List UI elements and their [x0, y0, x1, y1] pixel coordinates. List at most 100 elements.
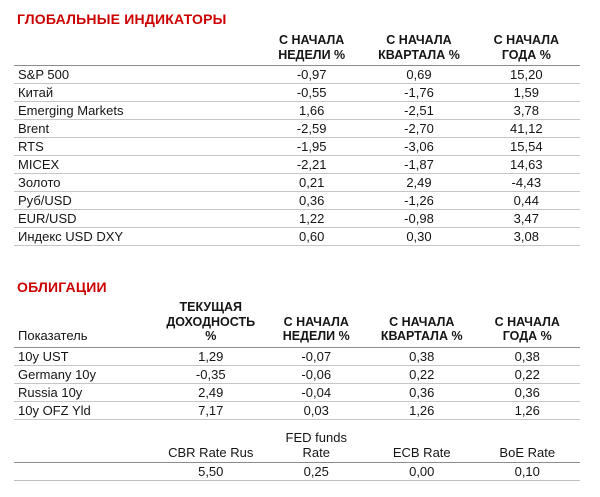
bonds-header-row: Показатель ТЕКУЩАЯ ДОХОДНОСТЬ % С НАЧАЛА…: [14, 300, 580, 348]
global-indicators-header-row: С НАЧАЛА НЕДЕЛИ % С НАЧАЛА КВАРТАЛА % С …: [14, 33, 580, 66]
bond-value: 0,03: [263, 401, 369, 420]
bond-value: 0,36: [369, 383, 475, 402]
indicator-label: Руб/USD: [14, 191, 258, 210]
table-row: Золото 0,21 2,49 -4,43: [14, 173, 580, 192]
indicator-label: Индекс USD DXY: [14, 227, 258, 246]
table-row: EUR/USD 1,22 -0,98 3,47: [14, 209, 580, 228]
indicator-value: 0,44: [472, 191, 580, 210]
table-row: MICEX -2,21 -1,87 14,63: [14, 155, 580, 174]
indicator-value: -2,70: [365, 119, 473, 138]
global-indicators-table: С НАЧАЛА НЕДЕЛИ % С НАЧАЛА КВАРТАЛА % С …: [14, 33, 580, 246]
column-header-year: С НАЧАЛА ГОДА %: [472, 33, 580, 66]
table-row: Индекс USD DXY 0,60 0,30 3,08: [14, 227, 580, 246]
bond-value: 2,49: [158, 383, 264, 402]
rate-spacer: [14, 462, 158, 481]
rates-header-row: CBR Rate Rus FED funds Rate ECB Rate BoE…: [14, 429, 580, 463]
column-header-ecb-rate: ECB Rate: [369, 429, 475, 463]
bond-value: -0,06: [263, 365, 369, 384]
bond-value: 1,29: [158, 347, 264, 366]
indicator-label: Золото: [14, 173, 258, 192]
table-row: RTS -1,95 -3,06 15,54: [14, 137, 580, 156]
column-header-week: С НАЧАЛА НЕДЕЛИ %: [258, 33, 366, 66]
column-header-cbr-rate: CBR Rate Rus: [158, 429, 264, 463]
indicator-value: 0,60: [258, 227, 366, 246]
indicator-value: 41,12: [472, 119, 580, 138]
indicator-value: -2,21: [258, 155, 366, 174]
indicator-value: 0,30: [365, 227, 473, 246]
indicator-value: -2,59: [258, 119, 366, 138]
indicator-value: -1,26: [365, 191, 473, 210]
table-row: Russia 10y 2,49 -0,04 0,36 0,36: [14, 383, 580, 402]
table-row: Germany 10y -0,35 -0,06 0,22 0,22: [14, 365, 580, 384]
indicator-value: 14,63: [472, 155, 580, 174]
indicator-value: -1,76: [365, 83, 473, 102]
column-header-quarter: С НАЧАЛА КВАРТАЛА %: [365, 33, 473, 66]
bond-label: Germany 10y: [14, 365, 158, 384]
table-row: 10y UST 1,29 -0,07 0,38 0,38: [14, 347, 580, 366]
indicator-value: -0,98: [365, 209, 473, 228]
table-row: Emerging Markets 1,66 -2,51 3,78: [14, 101, 580, 120]
bond-label: Russia 10y: [14, 383, 158, 402]
bond-value: 0,38: [474, 347, 580, 366]
indicator-value: -4,43: [472, 173, 580, 192]
column-header-year: С НАЧАЛА ГОДА %: [474, 300, 580, 348]
column-header-current-yield: ТЕКУЩАЯ ДОХОДНОСТЬ %: [158, 300, 264, 348]
indicator-label: Brent: [14, 119, 258, 138]
bond-value: 1,26: [474, 401, 580, 420]
bonds-table: Показатель ТЕКУЩАЯ ДОХОДНОСТЬ % С НАЧАЛА…: [14, 300, 580, 420]
indicator-value: -1,95: [258, 137, 366, 156]
rate-value: 0,25: [263, 462, 369, 481]
header-spacer: [14, 429, 158, 463]
bond-label: 10y UST: [14, 347, 158, 366]
indicator-value: 15,54: [472, 137, 580, 156]
central-bank-rates-table: CBR Rate Rus FED funds Rate ECB Rate BoE…: [14, 429, 580, 481]
indicator-value: 3,08: [472, 227, 580, 246]
bond-label: 10y OFZ Yld: [14, 401, 158, 420]
table-row: Brent -2,59 -2,70 41,12: [14, 119, 580, 138]
indicator-value: -1,87: [365, 155, 473, 174]
indicator-label: EUR/USD: [14, 209, 258, 228]
indicator-value: 3,47: [472, 209, 580, 228]
indicator-value: 0,36: [258, 191, 366, 210]
indicator-label: S&P 500: [14, 65, 258, 84]
rate-value: 0,10: [474, 462, 580, 481]
bond-value: 0,36: [474, 383, 580, 402]
indicator-value: -3,06: [365, 137, 473, 156]
indicator-label: Emerging Markets: [14, 101, 258, 120]
indicator-label: MICEX: [14, 155, 258, 174]
indicator-value: 15,20: [472, 65, 580, 84]
table-row: Китай -0,55 -1,76 1,59: [14, 83, 580, 102]
indicator-label: RTS: [14, 137, 258, 156]
bond-value: 0,38: [369, 347, 475, 366]
indicator-value: 1,22: [258, 209, 366, 228]
table-row: 10y OFZ Yld 7,17 0,03 1,26 1,26: [14, 401, 580, 420]
table-row: Руб/USD 0,36 -1,26 0,44: [14, 191, 580, 210]
indicator-value: -0,55: [258, 83, 366, 102]
bond-value: 0,22: [474, 365, 580, 384]
bond-value: -0,04: [263, 383, 369, 402]
column-header-week: С НАЧАЛА НЕДЕЛИ %: [263, 300, 369, 348]
global-indicators-title: ГЛОБАЛЬНЫЕ ИНДИКАТОРЫ: [17, 11, 227, 27]
report-page: ГЛОБАЛЬНЫЕ ИНДИКАТОРЫ С НАЧАЛА НЕДЕЛИ % …: [14, 11, 580, 481]
column-header-fed-funds-rate: FED funds Rate: [263, 429, 369, 463]
bond-value: 0,22: [369, 365, 475, 384]
bond-value: 7,17: [158, 401, 264, 420]
bond-value: -0,35: [158, 365, 264, 384]
indicator-value: 1,59: [472, 83, 580, 102]
bonds-title: ОБЛИГАЦИИ: [17, 279, 107, 295]
bond-value: -0,07: [263, 347, 369, 366]
row-header-label: Показатель: [14, 300, 158, 348]
header-spacer: [14, 33, 258, 66]
indicator-value: 3,78: [472, 101, 580, 120]
table-row: S&P 500 -0,97 0,69 15,20: [14, 65, 580, 84]
indicator-value: 0,69: [365, 65, 473, 84]
bond-value: 1,26: [369, 401, 475, 420]
indicator-value: -2,51: [365, 101, 473, 120]
rate-value: 0,00: [369, 462, 475, 481]
rate-value: 5,50: [158, 462, 264, 481]
indicator-value: 0,21: [258, 173, 366, 192]
indicator-value: -0,97: [258, 65, 366, 84]
indicator-value: 2,49: [365, 173, 473, 192]
table-row: 5,50 0,25 0,00 0,10: [14, 462, 580, 481]
indicator-value: 1,66: [258, 101, 366, 120]
